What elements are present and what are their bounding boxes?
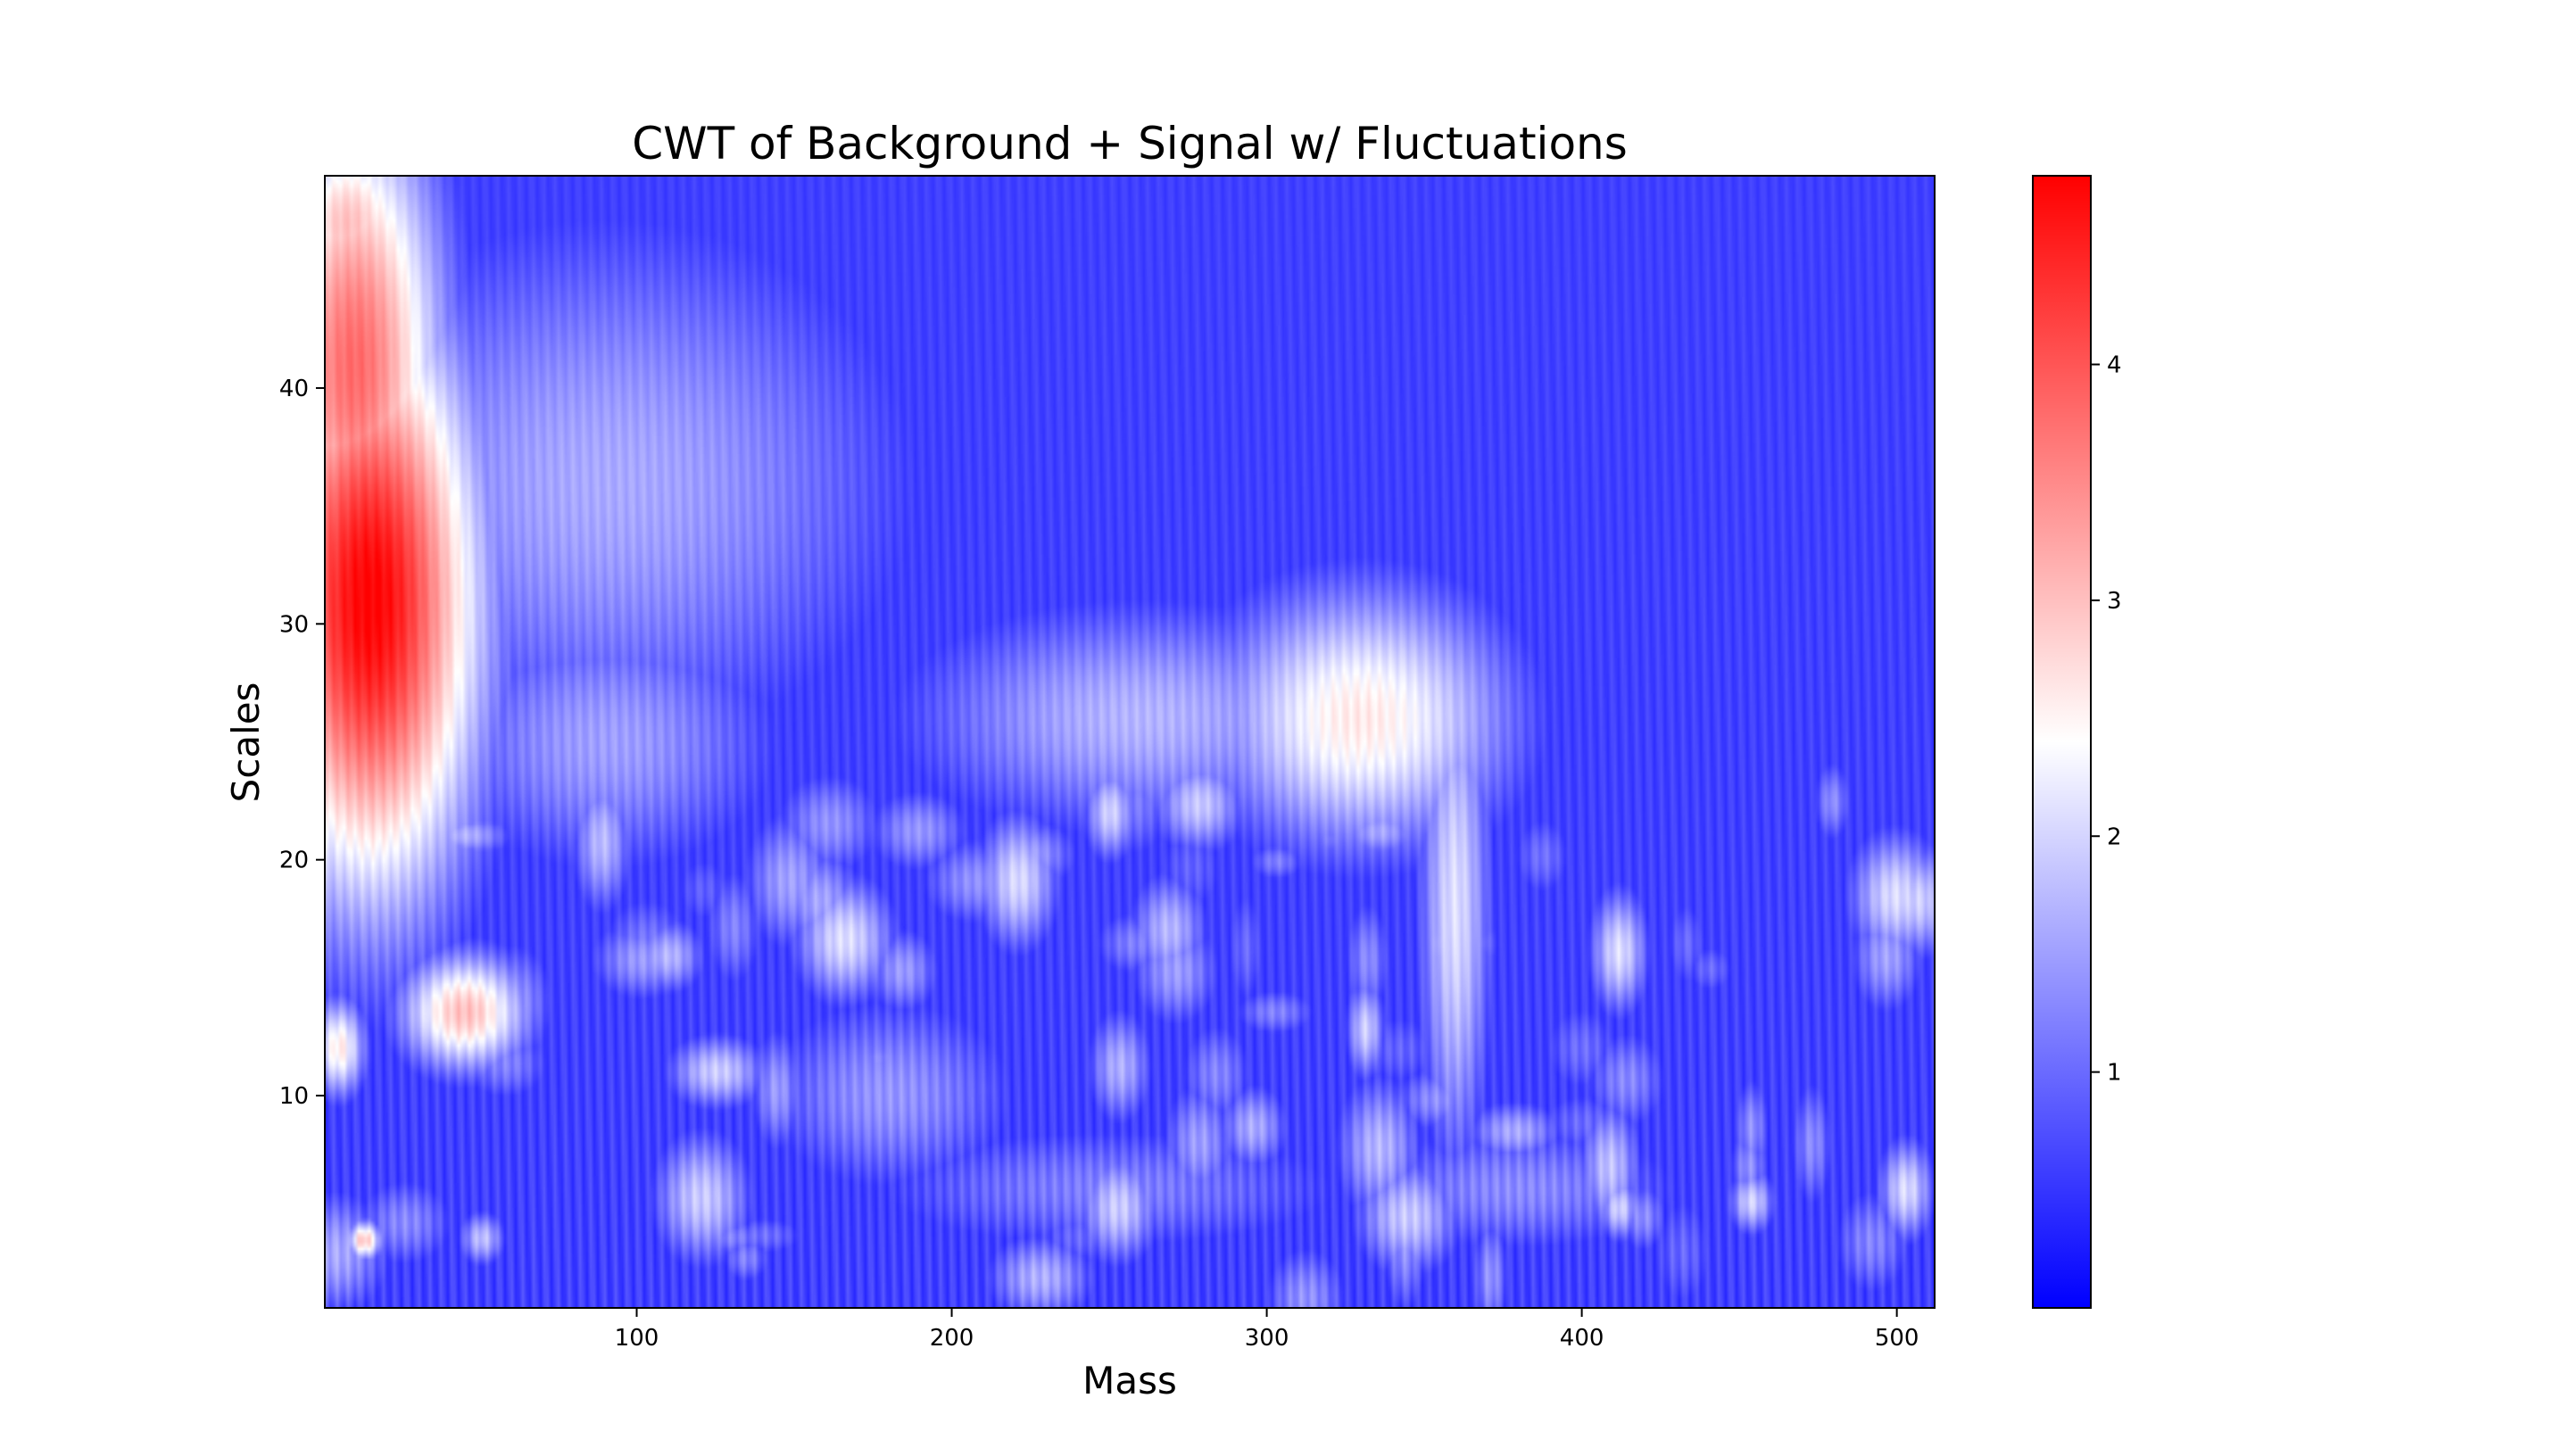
y-tick-label: 20 [279, 848, 309, 874]
colorbar-frame [2032, 175, 2092, 1309]
y-axis-label: Scales [224, 682, 268, 803]
y-tick-label: 10 [279, 1083, 309, 1110]
x-axis: 100 200 300 400 500 [615, 1308, 1919, 1352]
x-tick-label: 400 [1560, 1325, 1604, 1352]
chart-title: CWT of Background + Signal w/ Fluctuatio… [632, 118, 1628, 170]
x-tick-label: 100 [615, 1325, 659, 1352]
y-tick-label: 40 [279, 376, 309, 402]
colorbar-tick-label: 2 [2107, 823, 2122, 850]
plot-frame [324, 175, 1936, 1309]
colorbar-tick-label: 3 [2107, 588, 2122, 615]
colorbar [2033, 176, 2091, 1308]
colorbar-tick-label: 1 [2107, 1060, 2122, 1087]
x-tick-label: 300 [1245, 1325, 1289, 1352]
heatmap-plot [325, 176, 1935, 1308]
x-axis-label: Mass [1082, 1359, 1177, 1402]
heatmap-canvas [325, 176, 1935, 1308]
colorbar-tick-label: 4 [2107, 352, 2122, 379]
x-tick-label: 500 [1875, 1325, 1919, 1352]
colorbar-axis: 1 2 3 4 [2091, 352, 2122, 1087]
x-tick-label: 200 [930, 1325, 974, 1352]
y-axis: 10 20 30 40 [279, 376, 325, 1110]
y-tick-label: 30 [279, 611, 309, 638]
